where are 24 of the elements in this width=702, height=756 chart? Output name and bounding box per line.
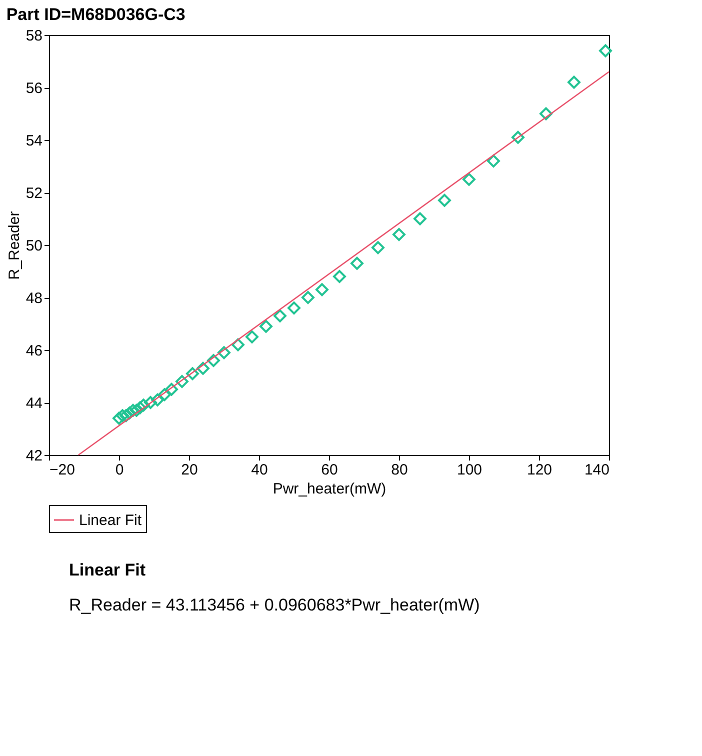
x-tick-label: 100 (456, 462, 482, 478)
y-tick-label: 52 (26, 185, 42, 202)
y-tick-label: 46 (26, 342, 42, 360)
x-tick-label: 60 (321, 462, 338, 478)
y-tick-label: 42 (26, 448, 42, 464)
x-tick-label: 120 (526, 462, 552, 478)
x-tick-label: 140 (584, 462, 610, 478)
y-tick-label: 58 (26, 28, 42, 44)
y-tick-label: 56 (26, 80, 42, 97)
text: Linear Fit (69, 560, 146, 580)
x-tick-label: 0 (115, 462, 124, 478)
y-axis-title: R_Reader (6, 211, 23, 280)
y-tick-label: 54 (26, 132, 42, 150)
x-axis-title: Pwr_heater(mW) (272, 480, 386, 498)
y-tick-label: 48 (26, 290, 42, 307)
chart-title: Part ID=M68D036G-C3 (6, 5, 186, 24)
legend-label: Linear Fit (79, 512, 142, 529)
x-tick-label: 20 (181, 462, 198, 478)
x-tick-label: −20 (50, 462, 75, 478)
x-tick-label: 40 (251, 462, 268, 478)
y-tick-label: 44 (26, 395, 42, 412)
x-tick-label: 80 (391, 462, 408, 478)
y-tick-label: 50 (26, 238, 42, 254)
text: R_Reader = 43.113456 + 0.0960683*Pwr_heater(mW) (69, 596, 480, 614)
